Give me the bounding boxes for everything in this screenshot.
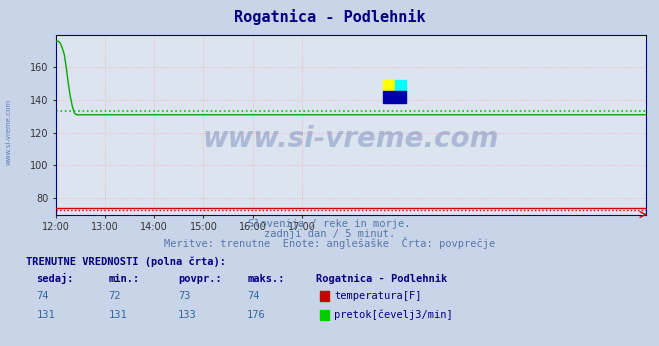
Text: www.si-vreme.com: www.si-vreme.com [203, 125, 499, 153]
Text: temperatura[F]: temperatura[F] [334, 291, 422, 301]
Bar [384, 91, 406, 103]
Text: 73: 73 [178, 291, 190, 301]
Text: Slovenija / reke in morje.: Slovenija / reke in morje. [248, 219, 411, 229]
Bar [395, 80, 406, 91]
Text: www.si-vreme.com: www.si-vreme.com [5, 98, 11, 165]
Text: zadnji dan / 5 minut.: zadnji dan / 5 minut. [264, 229, 395, 239]
Text: 72: 72 [109, 291, 121, 301]
Text: 176: 176 [247, 310, 266, 320]
Text: 131: 131 [36, 310, 55, 320]
Text: sedaj:: sedaj: [36, 273, 74, 284]
Text: 74: 74 [36, 291, 49, 301]
Text: pretok[čevelj3/min]: pretok[čevelj3/min] [334, 310, 453, 320]
Text: 74: 74 [247, 291, 260, 301]
Text: TRENUTNE VREDNOSTI (polna črta):: TRENUTNE VREDNOSTI (polna črta): [26, 256, 226, 267]
Text: Meritve: trenutne  Enote: anglešaške  Črta: povprečje: Meritve: trenutne Enote: anglešaške Črta… [164, 237, 495, 249]
Text: 133: 133 [178, 310, 196, 320]
Text: 131: 131 [109, 310, 127, 320]
Bar [384, 80, 395, 91]
Text: min.:: min.: [109, 274, 140, 284]
Text: Rogatnica - Podlehnik: Rogatnica - Podlehnik [234, 9, 425, 25]
Text: maks.:: maks.: [247, 274, 285, 284]
Text: povpr.:: povpr.: [178, 274, 221, 284]
Text: Rogatnica - Podlehnik: Rogatnica - Podlehnik [316, 274, 447, 284]
